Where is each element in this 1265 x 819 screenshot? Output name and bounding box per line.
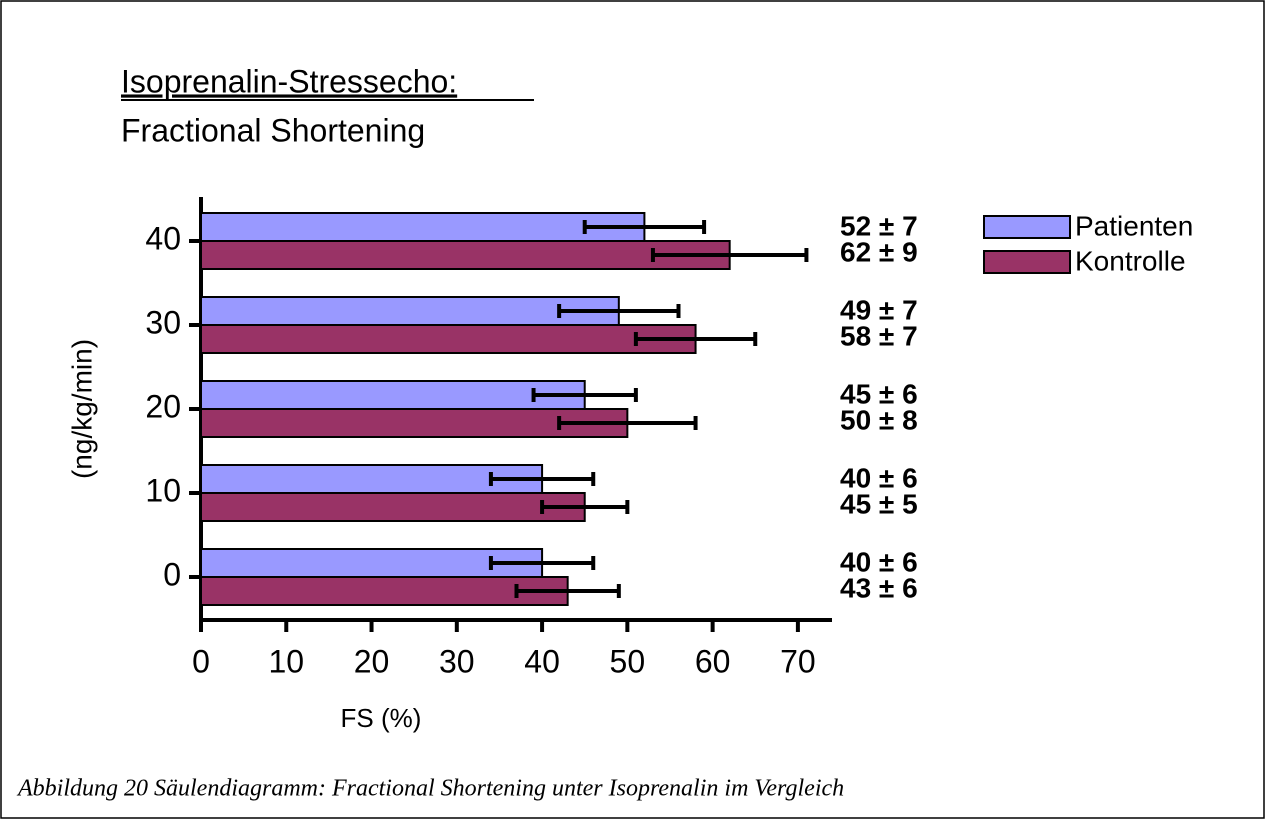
y-axis-label: (ng/kg/min) [66,339,97,479]
bar [200,380,586,410]
data-label: 45 ± 5 [840,488,918,519]
y-tick-label: 10 [145,472,181,508]
chart-title: Isoprenalin-Stressecho: [121,63,457,99]
data-label: 40 ± 6 [840,462,918,493]
error-bar [488,472,596,486]
data-label: 45 ± 6 [840,378,918,409]
data-label: 58 ± 7 [840,320,918,351]
bar [200,296,620,326]
data-label: 49 ± 7 [840,294,918,325]
data-label: 62 ± 9 [840,236,918,267]
bar [200,576,569,606]
error-bar [557,304,681,318]
error-bar [514,584,621,598]
data-label: 40 ± 6 [840,546,918,577]
y-tick-label: 30 [145,304,181,340]
error-bar [557,416,698,430]
data-label: 50 ± 8 [840,404,918,435]
bar [200,212,646,242]
bar [200,240,731,270]
error-bar [540,500,630,514]
bar [200,492,586,522]
error-bar [633,332,758,346]
x-tick-label: 30 [439,643,475,679]
error-bar [531,388,638,402]
legend-label: Kontrolle [1075,245,1186,276]
x-tick-label: 60 [695,643,731,679]
x-tick-label: 40 [524,643,560,679]
x-tick-label: 50 [610,643,646,679]
caption: Abbildung 20 Säulendiagramm: Fractional … [16,776,844,802]
data-label: 43 ± 6 [840,572,918,603]
x-tick-label: 20 [354,643,390,679]
x-tick-label: 10 [268,643,304,679]
error-bar [488,556,596,570]
legend-swatch [983,215,1071,239]
error-bar [582,220,707,234]
y-tick-label: 0 [163,556,181,592]
legend-swatch [983,250,1071,274]
data-label: 52 ± 7 [840,210,918,241]
x-axis-label: FS (%) [341,703,422,733]
y-tick-label: 20 [145,388,181,424]
bar [200,464,544,494]
x-tick-label: 70 [780,643,816,679]
x-tick-label: 0 [192,643,210,679]
bar [200,408,629,438]
chart-subtitle: Fractional Shortening [121,112,425,148]
y-tick-label: 40 [145,220,181,256]
bar [200,324,697,354]
legend-label: Patienten [1075,210,1193,241]
error-bar [650,248,809,262]
